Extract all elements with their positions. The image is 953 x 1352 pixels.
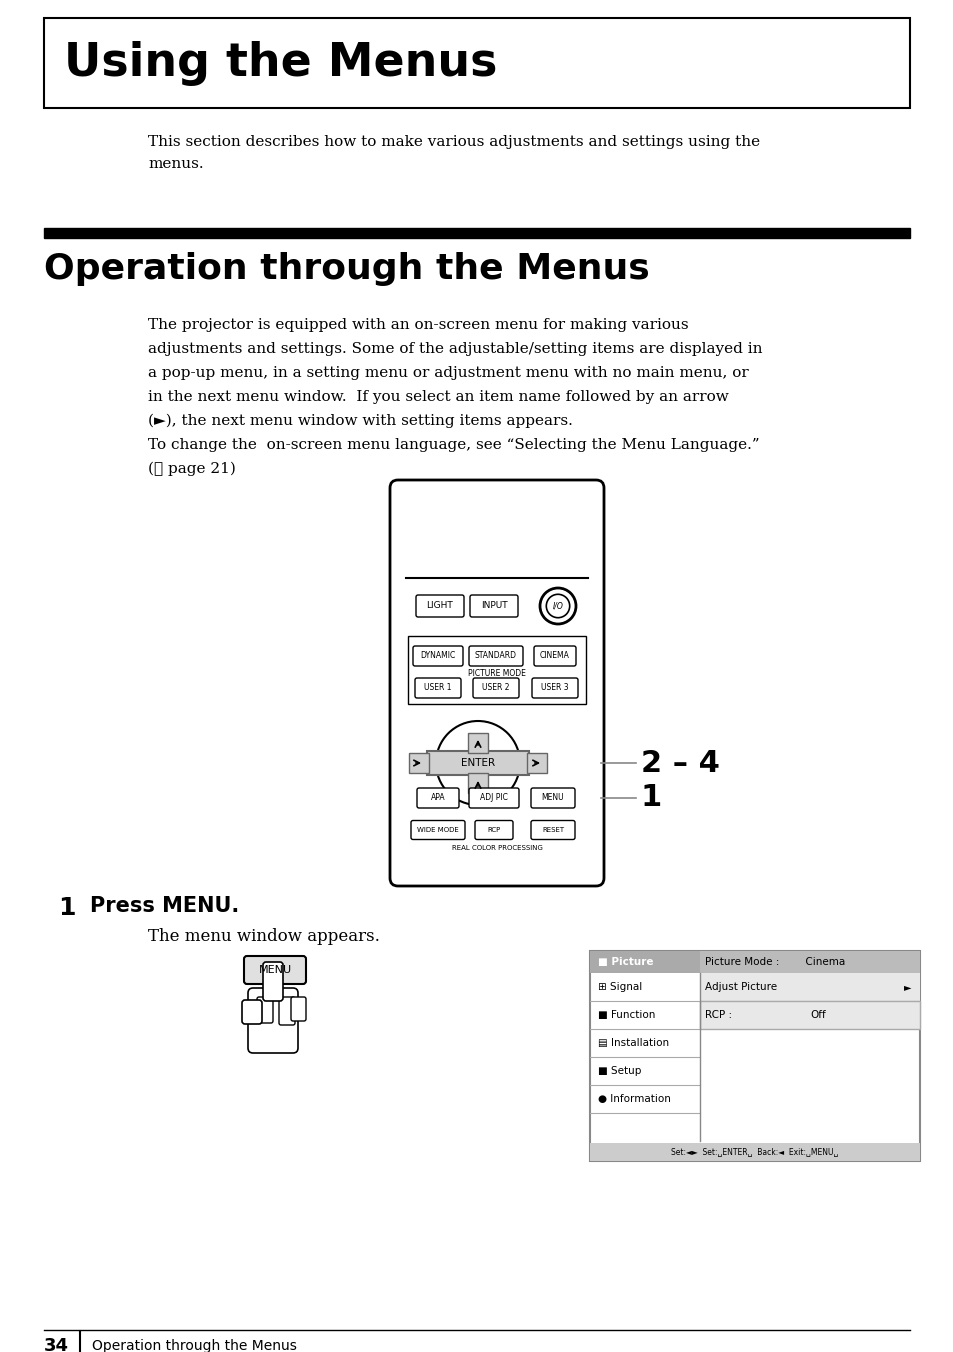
Text: 1: 1 [58,896,75,919]
Text: Press MENU.: Press MENU. [90,896,239,917]
Text: RCP :: RCP : [704,1010,731,1019]
Bar [700,1000,919,1029]
Text: 34: 34 [44,1337,69,1352]
Circle shape [436,721,519,804]
FancyBboxPatch shape [475,821,513,840]
Text: ⊞ Signal: ⊞ Signal [598,982,641,992]
Text: ■ Setup: ■ Setup [598,1065,640,1076]
FancyBboxPatch shape [532,677,578,698]
Text: 2 – 4: 2 – 4 [640,749,720,777]
Text: LIGHT: LIGHT [426,602,453,611]
Text: in the next menu window.  If you select an item name followed by an arrow: in the next menu window. If you select a… [148,389,728,404]
Text: Adjust Picture: Adjust Picture [704,982,777,992]
Text: 1: 1 [640,784,661,813]
Text: RCP: RCP [487,827,500,833]
FancyBboxPatch shape [256,996,273,1023]
FancyBboxPatch shape [248,988,297,1053]
FancyBboxPatch shape [427,750,529,775]
Bar [408,635,585,704]
FancyBboxPatch shape [415,677,460,698]
Text: a pop-up menu, in a setting menu or adjustment menu with no main menu, or: a pop-up menu, in a setting menu or adju… [148,366,748,380]
Text: APA: APA [430,794,445,803]
Text: ENTER: ENTER [460,758,495,768]
Text: I/O: I/O [552,602,563,611]
FancyBboxPatch shape [278,996,294,1025]
FancyBboxPatch shape [390,480,603,886]
Circle shape [539,588,576,625]
Text: REAL COLOR PROCESSING: REAL COLOR PROCESSING [451,845,542,850]
Text: Operation through the Menus: Operation through the Menus [91,1338,296,1352]
FancyBboxPatch shape [526,753,546,773]
Text: The projector is equipped with an on-screen menu for making various: The projector is equipped with an on-scr… [148,318,688,333]
Text: USER 1: USER 1 [424,684,452,692]
Text: MENU: MENU [541,794,564,803]
Text: ■ Function: ■ Function [598,1010,655,1019]
FancyBboxPatch shape [531,788,575,808]
Text: Operation through the Menus: Operation through the Menus [44,251,649,287]
FancyBboxPatch shape [416,788,458,808]
Text: INPUT: INPUT [480,602,507,611]
Text: STANDARD: STANDARD [475,652,517,661]
FancyBboxPatch shape [470,595,517,617]
FancyBboxPatch shape [244,956,306,984]
Bar [589,950,919,973]
Bar [700,973,919,1000]
Text: Off: Off [809,1010,825,1019]
FancyBboxPatch shape [291,996,306,1021]
Text: CINEMA: CINEMA [539,652,569,661]
Text: USER 2: USER 2 [482,684,509,692]
Bar [44,228,909,238]
Text: ►: ► [903,982,911,992]
Text: (✆ page 21): (✆ page 21) [148,462,235,476]
FancyBboxPatch shape [534,646,576,667]
Text: ADJ PIC: ADJ PIC [479,794,507,803]
Text: ▤ Installation: ▤ Installation [598,1038,668,1048]
FancyBboxPatch shape [413,646,462,667]
FancyBboxPatch shape [469,646,522,667]
Text: adjustments and settings. Some of the adjustable/setting items are displayed in: adjustments and settings. Some of the ad… [148,342,761,356]
FancyBboxPatch shape [468,733,488,753]
Text: This section describes how to make various adjustments and settings using the
me: This section describes how to make vario… [148,135,760,170]
FancyBboxPatch shape [411,821,464,840]
Text: To change the  on-screen menu language, see “Selecting the Menu Language.”: To change the on-screen menu language, s… [148,438,759,452]
Text: Set:◄►  Set:␣ENTER␣  Back:◄  Exit:␣MENU␣: Set:◄► Set:␣ENTER␣ Back:◄ Exit:␣MENU␣ [671,1148,838,1156]
Text: ■ Picture: ■ Picture [598,957,653,967]
FancyBboxPatch shape [473,677,518,698]
FancyBboxPatch shape [242,1000,262,1023]
Text: RESET: RESET [541,827,563,833]
Text: PICTURE MODE: PICTURE MODE [468,669,525,679]
Bar [700,950,919,973]
Text: The menu window appears.: The menu window appears. [148,927,379,945]
Text: Picture Mode :        Cinema: Picture Mode : Cinema [704,957,844,967]
FancyBboxPatch shape [531,821,575,840]
FancyBboxPatch shape [469,788,518,808]
Text: DYNAMIC: DYNAMIC [420,652,456,661]
Text: Using the Menus: Using the Menus [64,41,497,85]
Bar [44,18,909,108]
FancyBboxPatch shape [263,963,283,1000]
FancyBboxPatch shape [409,753,429,773]
Text: (►), the next menu window with setting items appears.: (►), the next menu window with setting i… [148,414,572,429]
Bar [589,950,919,1161]
Text: USER 3: USER 3 [540,684,568,692]
FancyBboxPatch shape [416,595,463,617]
Bar [589,1142,919,1161]
Text: WIDE MODE: WIDE MODE [416,827,458,833]
FancyBboxPatch shape [468,773,488,794]
Text: MENU: MENU [258,965,292,975]
Circle shape [546,595,569,618]
Text: ● Information: ● Information [598,1094,670,1105]
